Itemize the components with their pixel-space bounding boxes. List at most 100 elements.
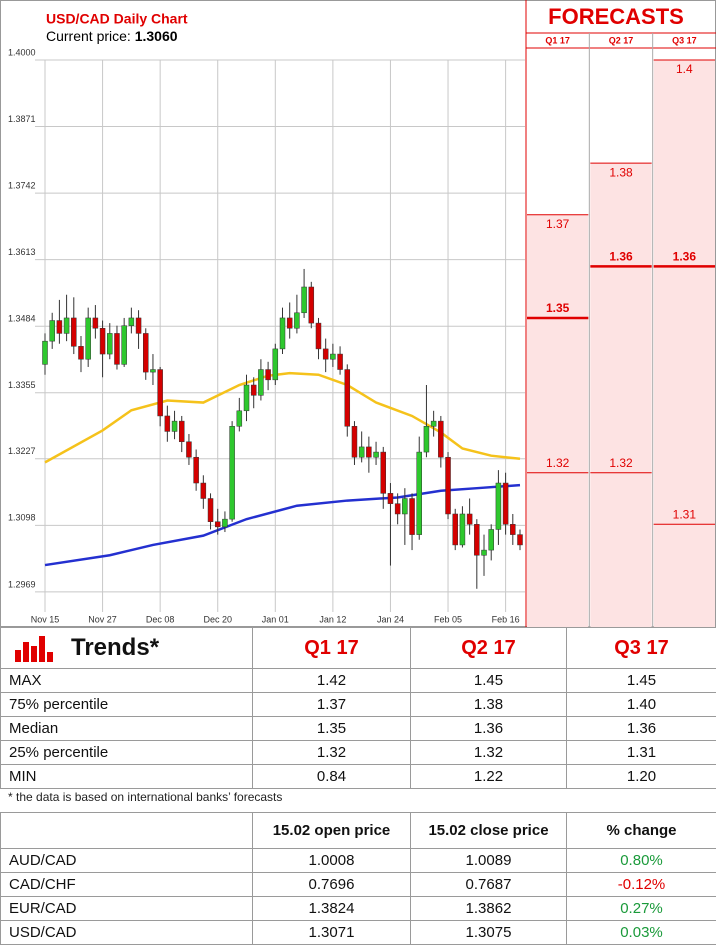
value-cell: -0.12% — [566, 872, 716, 897]
column-header: Q1 17 — [252, 627, 411, 669]
trends-title: Trends* — [71, 634, 160, 661]
candle-body — [510, 524, 516, 535]
candle-body — [337, 353, 343, 370]
forecast-low-label: 1.32 — [609, 456, 633, 470]
candle-body — [78, 346, 84, 360]
price-label: Current price: 1.3060 — [46, 28, 178, 44]
candle-body — [222, 518, 228, 528]
row-label: MAX — [0, 668, 253, 693]
value-cell: 1.3824 — [252, 896, 411, 921]
candle-body — [459, 513, 466, 546]
candle-body — [42, 340, 48, 365]
value-cell: 0.27% — [566, 896, 716, 921]
value-cell: 1.31 — [566, 740, 716, 765]
row-label: USD/CAD — [0, 920, 253, 945]
candle-body — [351, 426, 358, 458]
forecast-column-label: Q3 17 — [672, 35, 697, 45]
data-row: AUD/CAD 1.0008 1.0089 0.80% — [0, 848, 716, 873]
footnote: * the data is based on international ban… — [8, 790, 283, 804]
forecast-high-label: 1.4 — [676, 62, 693, 76]
candle-body — [495, 482, 502, 530]
data-row: MAX 1.42 1.45 1.45 — [0, 668, 716, 693]
candle-body — [157, 369, 163, 417]
candle-body — [474, 524, 480, 556]
value-cell: 1.20 — [566, 764, 716, 789]
forecast-median-label: 1.36 — [609, 250, 633, 264]
value-cell: 0.03% — [566, 920, 716, 945]
candle-body — [63, 317, 70, 334]
prices-table: 15.02 open price 15.02 close price% chang… — [0, 812, 716, 945]
candle-body — [250, 384, 257, 396]
y-tick-label: 1.3484 — [8, 314, 36, 324]
candle-body — [438, 420, 444, 458]
candle-body — [114, 333, 120, 365]
candle-body — [322, 348, 329, 360]
row-label: MIN — [0, 764, 253, 789]
data-row: MIN 0.84 1.22 1.20 — [0, 764, 716, 789]
y-tick-label: 1.2969 — [8, 579, 36, 589]
chart: 1.4000 1.3871 1.3742 1.3613 1.3484 1.3355 1.32… — [0, 0, 716, 628]
column-header: Q2 17 — [410, 627, 567, 669]
candle-body — [445, 456, 451, 515]
candle-body — [99, 328, 106, 355]
value-cell: 1.37 — [252, 692, 411, 717]
price-label-text: Current price: — [46, 28, 131, 44]
data-row: 75% percentile 1.37 1.38 1.40 — [0, 692, 716, 717]
y-tick-label: 1.3742 — [8, 180, 36, 190]
candle-body — [121, 325, 127, 365]
forecast-range — [590, 163, 652, 628]
forecast-high-label: 1.37 — [546, 217, 570, 231]
candle-body — [488, 529, 494, 551]
header-row: 15.02 open price 15.02 close price% chang… — [0, 812, 716, 849]
y-tick-label: 1.3355 — [8, 380, 36, 390]
y-tick-label: 1.3227 — [8, 446, 36, 456]
x-tick-label: Dec 20 — [203, 614, 232, 624]
value-cell: 1.38 — [410, 692, 567, 717]
trends-title-cell: Trends* — [0, 627, 253, 669]
row-label: CAD/CHF — [0, 872, 253, 897]
value-cell: 1.22 — [410, 764, 567, 789]
candle-body — [279, 317, 286, 350]
value-cell: 1.36 — [566, 716, 716, 741]
candle-body — [394, 503, 401, 515]
value-cell: 1.42 — [252, 668, 411, 693]
value-cell: 1.35 — [252, 716, 411, 741]
candle-body — [135, 317, 142, 334]
value-cell: 1.45 — [410, 668, 567, 693]
candle-body — [286, 317, 293, 329]
x-tick-label: Nov 15 — [31, 614, 60, 624]
x-tick-label: Jan 24 — [377, 614, 404, 624]
value-cell: 1.0008 — [252, 848, 411, 873]
column-header: Q3 17 — [566, 627, 716, 669]
value-cell: 1.32 — [410, 740, 567, 765]
value-cell: 0.7687 — [410, 872, 567, 897]
data-row: USD/CAD 1.3071 1.3075 0.03% — [0, 920, 716, 945]
candle-body — [430, 420, 437, 427]
column-header: 15.02 close price — [410, 812, 567, 849]
forecast-median-label: 1.35 — [546, 301, 570, 315]
candle-body — [416, 451, 422, 535]
candle-body — [49, 320, 55, 342]
candle-body — [56, 320, 63, 334]
candle-body — [301, 286, 307, 314]
x-tick-label: Jan 12 — [319, 614, 346, 624]
forecast-high-label: 1.38 — [609, 165, 633, 179]
candle-body — [200, 482, 207, 499]
x-tick-label: Dec 08 — [146, 614, 175, 624]
candle-body — [466, 513, 473, 525]
candle-body — [214, 521, 221, 528]
candle-body — [380, 451, 387, 494]
value-cell: 1.40 — [566, 692, 716, 717]
candle-body — [258, 369, 264, 396]
candle-body — [207, 498, 214, 522]
candle-body — [164, 415, 171, 432]
candle-body — [107, 333, 113, 355]
candle-body — [423, 426, 430, 453]
trends-icon — [15, 635, 53, 662]
candle-body — [344, 369, 351, 427]
value-cell: 0.80% — [566, 848, 716, 873]
value-cell: 0.7696 — [252, 872, 411, 897]
row-label: AUD/CAD — [0, 848, 253, 873]
row-label: 25% percentile — [0, 740, 253, 765]
